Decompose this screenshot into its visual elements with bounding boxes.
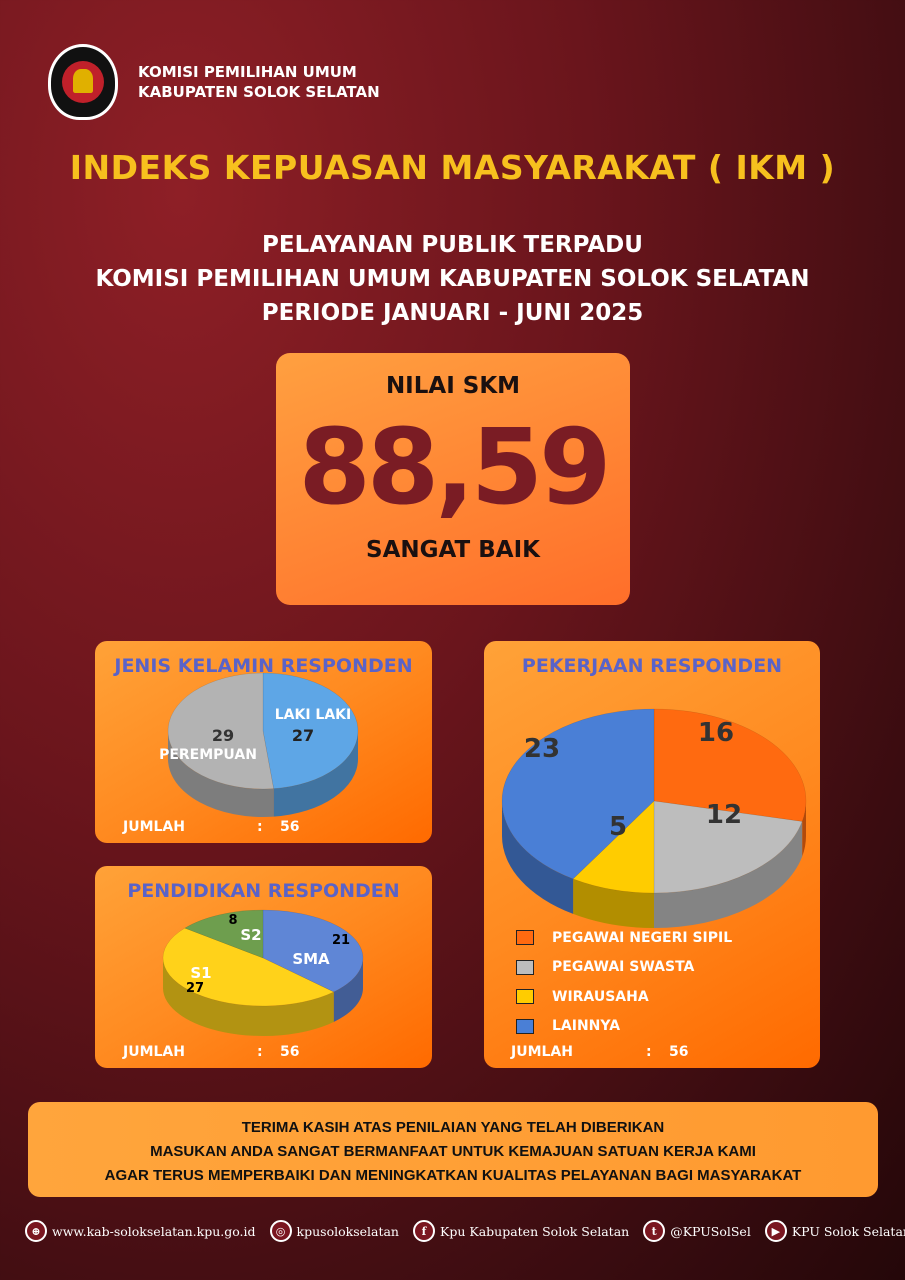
org-name: KOMISI PEMILIHAN UMUM KABUPATEN SOLOK SE… xyxy=(138,62,380,102)
legend-item: PEGAWAI NEGERI SIPIL xyxy=(516,923,732,953)
category-label: LAKI LAKI xyxy=(275,707,352,723)
social-link[interactable]: ◎ kpusolokselatan xyxy=(269,1220,399,1242)
skm-label: NILAI SKM xyxy=(385,373,521,399)
pie-side-pegawai-swasta xyxy=(654,821,803,928)
pie-slice-pegawai-swasta xyxy=(653,800,803,894)
data-label: 16 xyxy=(698,718,734,748)
data-label: 23 xyxy=(524,734,560,764)
pie-slice-laki-laki xyxy=(262,672,359,789)
pie-side-wirausaha xyxy=(573,878,654,928)
pie-side-perempuan xyxy=(168,731,274,817)
legend-label: PEGAWAI NEGERI SIPIL xyxy=(552,929,733,946)
social-link[interactable]: f Kpu Kabupaten Solok Selatan xyxy=(413,1220,629,1242)
pie-slice-sma xyxy=(262,909,364,993)
social-text: Kpu Kabupaten Solok Selatan xyxy=(440,1223,630,1239)
pie-side-pegawai-negeri-sipil xyxy=(802,801,806,857)
data-label: 27 xyxy=(292,726,314,745)
social-link[interactable]: ▶ KPU Solok Selatan xyxy=(764,1220,905,1242)
total-value: 56 xyxy=(280,1044,300,1060)
occupation-card: PEKERJAAN RESPONDEN 16 12 5 23 PEGAWAI NEGE… xyxy=(484,641,820,1068)
pie-slice-pegawai-negeri-sipil xyxy=(653,708,807,822)
data-label: 5 xyxy=(609,812,627,842)
instagram-icon: ◎ xyxy=(269,1220,292,1242)
subtitle: PELAYANAN PUBLIK TERPADU KOMISI PEMILIHA… xyxy=(0,228,905,330)
data-label: 8 xyxy=(228,913,237,928)
legend-swatch xyxy=(516,959,534,975)
legend-label: WIRAUSAHA xyxy=(552,988,649,1005)
banner-line: TERIMA KASIH ATAS PENILAIAN YANG TELAH D… xyxy=(241,1119,665,1136)
youtube-icon: ▶ xyxy=(764,1220,787,1242)
social-links: ⊕ www.kab-solokselatan.kpu.go.id ◎ kpusolok… xyxy=(25,1220,905,1242)
pie-slice-wirausaha xyxy=(572,800,655,894)
skm-rating: SANGAT BAIK xyxy=(366,537,540,563)
total-colon: : xyxy=(257,1044,263,1060)
subtitle-line: PELAYANAN PUBLIK TERPADU xyxy=(262,232,643,258)
gender-pie-chart: 27 LAKI LAKI 29 PEREMPUAN xyxy=(159,672,359,817)
pie-side-s1 xyxy=(163,958,334,1036)
social-text: kpusolokselatan xyxy=(296,1223,399,1239)
legend-item: PEGAWAI SWASTA xyxy=(516,953,732,983)
legend-swatch xyxy=(516,930,534,946)
total-label: JUMLAH xyxy=(123,1044,185,1060)
pie-side-laki-laki xyxy=(273,731,358,817)
pie-slice-perempuan xyxy=(167,672,274,790)
legend-swatch xyxy=(516,989,534,1005)
category-label: PEREMPUAN xyxy=(159,747,257,763)
banner-line: MASUKAN ANDA SANGAT BERMANFAAT UNTUK KEM… xyxy=(150,1143,756,1160)
facebook-icon: f xyxy=(413,1220,435,1242)
pie-slice-s2 xyxy=(184,909,264,959)
total-label: JUMLAH xyxy=(511,1044,573,1060)
skm-value: 88,59 xyxy=(298,406,612,528)
education-card: PENDIDIKAN RESPONDEN 21 SMA 27 S1 8 S2 JUMLAH… xyxy=(95,866,432,1068)
legend-label: PEGAWAI SWASTA xyxy=(552,959,695,976)
legend-item: LAINNYA xyxy=(516,1012,732,1042)
chart-title: JENIS KELAMIN RESPONDEN xyxy=(114,655,413,677)
total-colon: : xyxy=(257,819,263,835)
data-label: 21 xyxy=(332,933,350,948)
occupation-pie-chart: 16 12 5 23 xyxy=(501,708,807,928)
pie-slice-lainnya xyxy=(501,708,655,880)
twitter-icon: t xyxy=(643,1220,666,1242)
subtitle-line: PERIODE JANUARI - JUNI 2025 xyxy=(261,300,644,326)
skm-score-card: NILAI SKM 88,59 SANGAT BAIK xyxy=(276,353,630,605)
category-label: SMA xyxy=(292,950,330,968)
category-label: S1 xyxy=(190,964,211,982)
social-link[interactable]: t @KPUSolSel xyxy=(643,1220,751,1242)
legend-item: WIRAUSAHA xyxy=(516,982,732,1012)
thank-you-banner: TERIMA KASIH ATAS PENILAIAN YANG TELAH D… xyxy=(28,1102,878,1197)
total-colon: : xyxy=(646,1044,652,1060)
org-line-1: KOMISI PEMILIHAN UMUM xyxy=(138,63,357,81)
pie-side-lainnya xyxy=(502,801,574,914)
social-text: @KPUSolSel xyxy=(670,1223,751,1239)
total-value: 56 xyxy=(280,819,300,835)
kpu-logo xyxy=(48,44,118,120)
social-text: www.kab-solokselatan.kpu.go.id xyxy=(52,1223,256,1239)
total-value: 56 xyxy=(669,1044,689,1060)
globe-icon: ⊕ xyxy=(25,1220,47,1242)
org-line-2: KABUPATEN SOLOK SELATAN xyxy=(138,83,380,101)
data-label: 12 xyxy=(706,800,742,830)
gender-card: JENIS KELAMIN RESPONDEN 27 LAKI LAKI 29 PER… xyxy=(95,641,432,843)
chart-legend: PEGAWAI NEGERI SIPIL PEGAWAI SWASTA WIRAUS… xyxy=(516,923,732,1041)
pie-side-sma xyxy=(333,958,363,1022)
total-label: JUMLAH xyxy=(123,819,185,835)
pie-slice-s1 xyxy=(162,927,335,1007)
social-text: KPU Solok Selatan xyxy=(791,1223,905,1239)
legend-swatch xyxy=(516,1018,534,1034)
data-label: 29 xyxy=(212,726,234,745)
category-label: S2 xyxy=(240,926,261,944)
legend-label: LAINNYA xyxy=(552,1018,621,1035)
subtitle-line: KOMISI PEMILIHAN UMUM KABUPATEN SOLOK SE… xyxy=(95,266,810,292)
social-link[interactable]: ⊕ www.kab-solokselatan.kpu.go.id xyxy=(25,1220,256,1242)
data-label: 27 xyxy=(186,981,204,996)
chart-title: PEKERJAAN RESPONDEN xyxy=(521,655,783,677)
banner-line: AGAR TERUS MEMPERBAIKI DAN MENINGKATKAN … xyxy=(104,1167,802,1184)
chart-title: PENDIDIKAN RESPONDEN xyxy=(127,880,400,902)
page-title: INDEKS KEPUASAN MASYARAKAT ( IKM ) xyxy=(69,148,836,187)
